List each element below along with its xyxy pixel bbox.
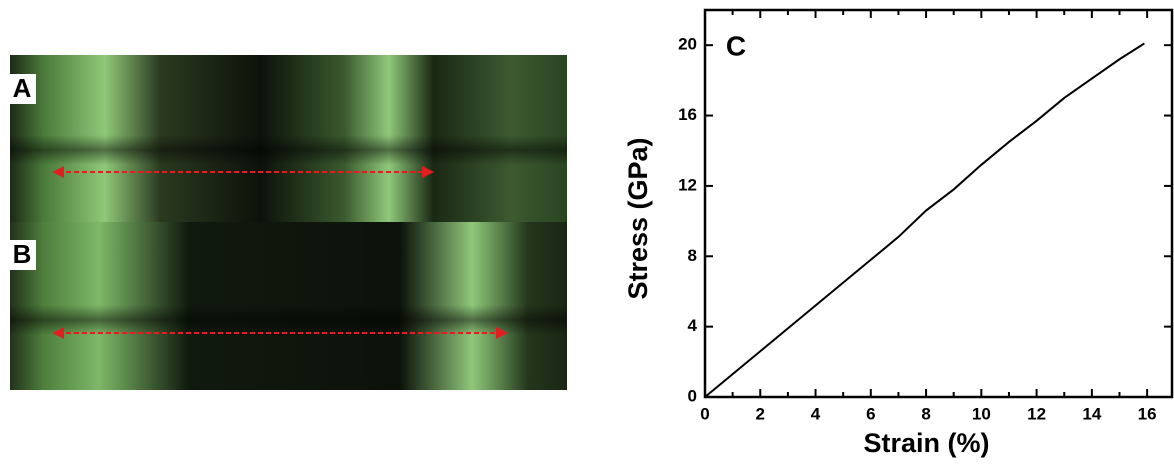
x-tick-label: 14: [1082, 404, 1101, 423]
annotation: C: [726, 30, 746, 61]
x-tick-label: 10: [972, 404, 991, 423]
x-tick-label: 0: [700, 404, 709, 423]
x-tick-label: 12: [1027, 404, 1046, 423]
y-tick-label: 4: [688, 316, 698, 335]
plot-frame: [703, 8, 1174, 399]
label-box: [10, 74, 36, 104]
y-tick-label: 12: [678, 175, 697, 194]
y-tick-label: 20: [678, 35, 697, 54]
panel-label: A: [13, 73, 32, 103]
label-box: [10, 240, 36, 270]
panel-label: B: [13, 239, 32, 269]
chart: 0 2 4 6 8 10 12 14 16 0 4 8 12 16 20 Strain (%) Stress (…: [623, 8, 1174, 458]
x-axis-label: Strain (%): [863, 428, 989, 458]
y-tick-label: 16: [678, 105, 697, 124]
x-tick-label: 8: [921, 404, 930, 423]
y-axis-label: Stress (GPa): [623, 137, 653, 299]
photo-band: [10, 135, 567, 165]
y-tick-label: 0: [688, 386, 697, 405]
x-tick-label: 2: [756, 404, 765, 423]
y-tick-label: 8: [688, 246, 697, 265]
x-tick-label: 4: [811, 404, 821, 423]
photo-band: [10, 305, 567, 335]
data-line: [704, 42, 1145, 398]
x-tick-label: 16: [1138, 404, 1157, 423]
x-tick-label: 6: [866, 404, 875, 423]
